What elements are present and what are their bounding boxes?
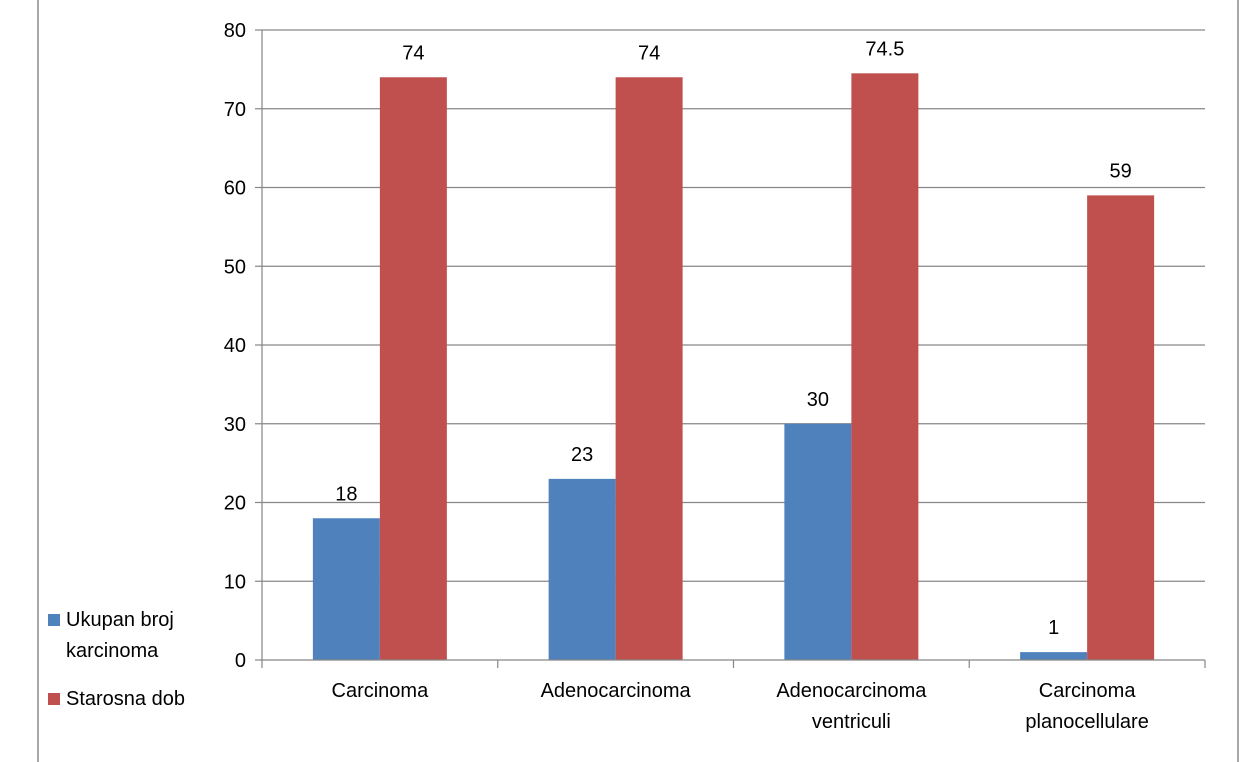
y-tick-label: 40	[224, 335, 246, 357]
y-tick-label: 60	[224, 178, 246, 200]
y-tick-label: 10	[224, 571, 246, 593]
legend-label: Starosna dob	[66, 688, 185, 710]
x-category-label: planocellulare	[1025, 711, 1148, 733]
data-labels: 18 23 30 1 74 74 74.5 59	[335, 38, 1132, 639]
y-tick-label: 0	[235, 650, 246, 672]
bar	[312, 518, 380, 660]
bar	[548, 478, 616, 660]
data-label: 59	[1110, 160, 1132, 182]
x-category-label: Adenocarcinoma	[541, 680, 692, 702]
bar	[379, 77, 447, 660]
legend-swatch	[48, 614, 60, 626]
x-category-label: Carcinoma	[1039, 680, 1137, 702]
y-tick-label: 20	[224, 493, 246, 515]
bar	[784, 423, 852, 660]
legend: Ukupan broj karcinoma Starosna dob	[48, 609, 185, 710]
y-tick-label: 70	[224, 99, 246, 121]
x-category-label: Adenocarcinoma	[776, 680, 927, 702]
legend-swatch	[48, 693, 60, 705]
data-label: 23	[571, 444, 593, 466]
data-label: 74	[402, 42, 424, 64]
x-category-label: ventriculi	[812, 711, 891, 733]
data-label: 30	[807, 389, 829, 411]
data-label: 18	[335, 483, 357, 505]
bar	[851, 73, 919, 660]
y-tick-label: 30	[224, 414, 246, 436]
bar	[1087, 195, 1155, 660]
data-label: 74.5	[865, 38, 904, 60]
x-category-label: Carcinoma	[332, 680, 430, 702]
y-tick-label: 50	[224, 256, 246, 278]
y-axis-ticks: 0 10 20 30 40 50 60 70 80	[224, 20, 262, 672]
data-label: 74	[638, 42, 660, 64]
bars	[312, 73, 1155, 660]
data-label: 1	[1048, 617, 1059, 639]
legend-label: karcinoma	[66, 640, 159, 662]
bar	[1020, 652, 1088, 660]
y-tick-label: 80	[224, 20, 246, 42]
x-axis: Carcinoma Adenocarcinoma Adenocarcinoma ven…	[261, 30, 1206, 733]
bar	[615, 77, 683, 660]
legend-label: Ukupan broj	[66, 609, 174, 631]
